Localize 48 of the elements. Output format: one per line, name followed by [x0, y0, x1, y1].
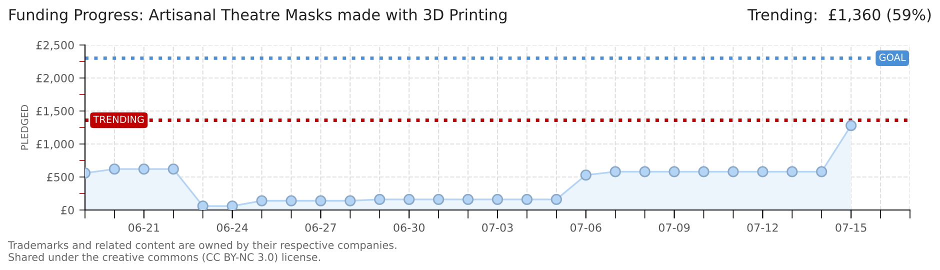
point	[433, 194, 444, 205]
point	[404, 194, 415, 205]
chart-title: Funding Progress: Artisanal Theatre Masks made with 3D Printing	[10, 8, 506, 24]
y-tick-label: £1,000	[36, 140, 74, 150]
x-tick-label: 07-12	[747, 223, 778, 232]
point	[256, 195, 268, 206]
x-tick-label: 07-06	[570, 223, 602, 232]
point	[786, 166, 798, 178]
point	[168, 164, 179, 175]
x-tick-label: 06-30	[394, 223, 425, 232]
point	[138, 164, 150, 175]
point	[580, 169, 592, 181]
point	[344, 195, 356, 206]
text: Trademarks and related content are owned by their respective companies.	[8, 240, 396, 252]
point	[521, 194, 533, 205]
y-tick-label: £2,500	[36, 40, 74, 51]
point	[492, 194, 504, 205]
point	[816, 166, 828, 178]
point	[462, 194, 474, 205]
x-tick-label: 07-03	[482, 223, 513, 232]
ref-line-label: GOAL	[879, 54, 906, 62]
chart-subtitle: Trending: £1,360 (59%)	[747, 8, 931, 24]
y-tick-label: £2,000	[36, 74, 74, 84]
x-tick-label: 06-27	[305, 223, 336, 232]
x-tick-label: 06-21	[128, 223, 160, 232]
y-tick-label: £0	[61, 206, 74, 214]
text: Shared under the creative commons (CC BY-NC 3.0) license.	[8, 252, 320, 262]
y-tick-label: £1,500	[36, 106, 74, 117]
y-axis-title: PLEDGED	[20, 105, 28, 150]
point	[668, 166, 680, 178]
point	[639, 166, 650, 178]
point	[757, 166, 768, 178]
point	[108, 164, 120, 175]
x-tick-label: 07-15	[836, 223, 866, 232]
point	[197, 200, 208, 210]
ref-line-label: TRENDING	[93, 116, 144, 124]
y-tick-label: £500	[47, 172, 74, 182]
point	[226, 200, 238, 210]
x-tick-label: 07-09	[658, 223, 690, 232]
point	[728, 166, 739, 178]
point	[846, 120, 857, 132]
point	[698, 166, 710, 178]
point	[610, 166, 621, 178]
point	[550, 194, 562, 205]
point	[315, 195, 326, 206]
point	[286, 195, 297, 206]
point	[374, 194, 386, 205]
x-tick-label: 06-24	[216, 223, 248, 232]
